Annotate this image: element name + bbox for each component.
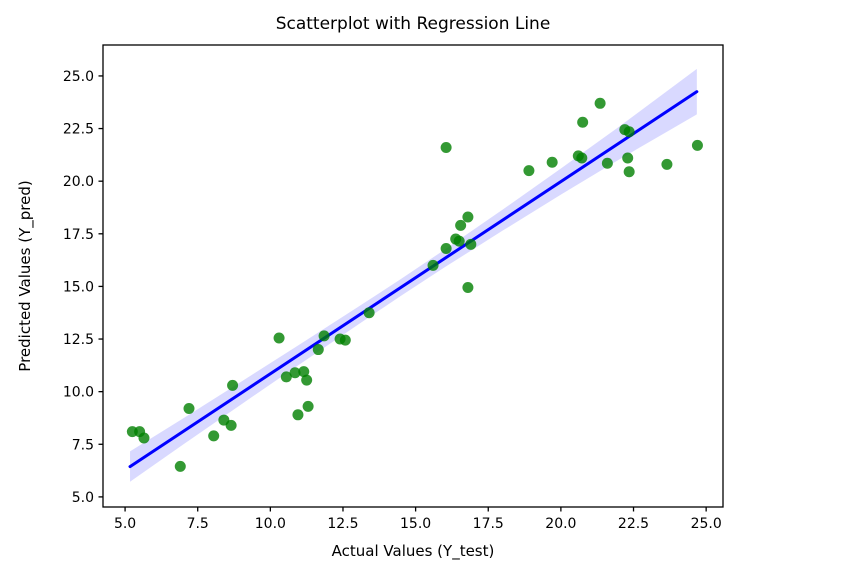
data-point bbox=[225, 419, 237, 431]
data-point bbox=[523, 165, 535, 177]
x-tick-label: 12.5 bbox=[327, 516, 358, 532]
x-tick-label: 17.5 bbox=[473, 516, 504, 532]
confidence-band bbox=[130, 68, 697, 482]
y-tick-label: 7.5 bbox=[72, 437, 94, 453]
data-point bbox=[302, 400, 314, 412]
data-point bbox=[453, 235, 465, 247]
axis-ticks: 5.0 7.5 10.0 12.5 15.0 17.5 20.0 22.5 25.0 5.0 7.5… bbox=[63, 69, 722, 532]
data-point bbox=[465, 238, 477, 250]
data-point bbox=[289, 367, 301, 379]
data-point bbox=[440, 243, 452, 255]
data-point bbox=[273, 332, 285, 344]
data-point bbox=[623, 166, 635, 178]
data-point bbox=[208, 430, 220, 442]
data-point bbox=[138, 432, 150, 444]
y-tick-label: 12.5 bbox=[63, 332, 94, 348]
data-point bbox=[661, 158, 673, 170]
plot-border bbox=[102, 44, 724, 508]
data-point bbox=[318, 330, 330, 342]
data-point bbox=[455, 219, 467, 231]
data-point bbox=[280, 371, 292, 383]
data-point bbox=[292, 409, 304, 421]
data-point bbox=[312, 344, 324, 356]
data-point bbox=[691, 139, 703, 151]
data-point bbox=[301, 374, 313, 386]
regression-line-path bbox=[128, 90, 699, 469]
data-point bbox=[576, 152, 588, 164]
chart-title: Scatterplot with Regression Line bbox=[276, 14, 551, 34]
data-point bbox=[174, 460, 186, 472]
data-point bbox=[462, 281, 474, 293]
y-tick-label: 17.5 bbox=[63, 227, 94, 243]
data-point bbox=[183, 402, 195, 414]
y-tick-label: 5.0 bbox=[72, 490, 94, 506]
data-point bbox=[623, 126, 635, 138]
axes-frame bbox=[102, 44, 724, 508]
data-point bbox=[427, 259, 439, 271]
x-tick-label: 5.0 bbox=[114, 516, 136, 532]
data-point bbox=[363, 307, 375, 319]
x-tick-label: 7.5 bbox=[187, 516, 209, 532]
x-tick-label: 15.0 bbox=[400, 516, 431, 532]
x-tick-label: 10.0 bbox=[255, 516, 286, 532]
data-point bbox=[594, 97, 606, 109]
x-tick-label: 20.0 bbox=[545, 516, 576, 532]
x-tick-label: 25.0 bbox=[691, 516, 722, 532]
data-point bbox=[577, 116, 589, 128]
data-point bbox=[622, 152, 634, 164]
scatter-points bbox=[126, 97, 703, 472]
regression-line bbox=[128, 90, 699, 469]
data-point bbox=[339, 334, 351, 346]
y-tick-label: 25.0 bbox=[63, 69, 94, 85]
data-point bbox=[440, 142, 452, 154]
y-tick-label: 15.0 bbox=[63, 279, 94, 295]
y-axis-label: Predicted Values (Y_pred) bbox=[16, 180, 35, 371]
y-tick-label: 10.0 bbox=[63, 385, 94, 401]
confidence-band-area bbox=[130, 68, 697, 482]
data-point bbox=[298, 366, 310, 378]
y-tick-label: 22.5 bbox=[63, 122, 94, 138]
data-point bbox=[462, 211, 474, 223]
data-point bbox=[546, 156, 558, 168]
data-point bbox=[227, 379, 239, 391]
x-tick-label: 22.5 bbox=[618, 516, 649, 532]
data-point bbox=[601, 157, 613, 169]
x-axis-label: Actual Values (Y_test) bbox=[332, 542, 495, 561]
y-tick-label: 20.0 bbox=[63, 174, 94, 190]
